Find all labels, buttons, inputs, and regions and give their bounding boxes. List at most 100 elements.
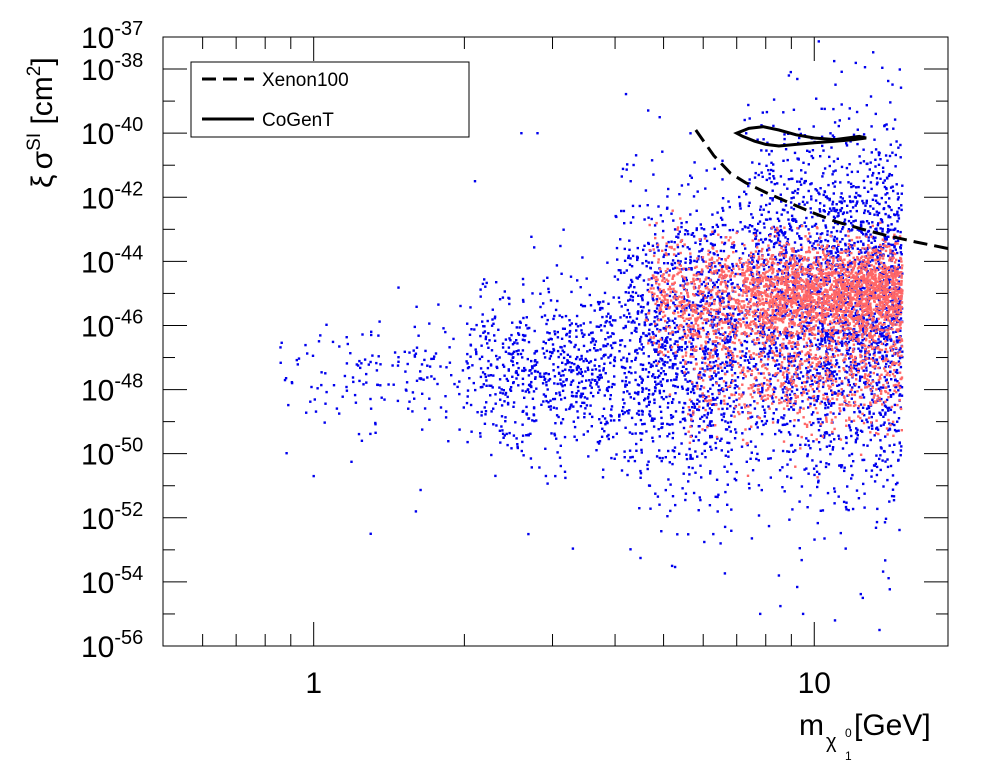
- data-point: [345, 336, 348, 339]
- data-point: [689, 261, 692, 265]
- data-point: [650, 341, 653, 344]
- data-point: [413, 355, 417, 358]
- data-point: [481, 282, 485, 286]
- data-point: [898, 528, 901, 532]
- data-point: [860, 230, 863, 233]
- data-point: [660, 396, 663, 399]
- data-point: [726, 312, 729, 316]
- data-point: [878, 351, 882, 354]
- data-point: [563, 470, 567, 473]
- data-point: [719, 388, 723, 392]
- data-point: [801, 273, 804, 276]
- data-point: [828, 433, 831, 437]
- data-point: [695, 265, 698, 268]
- data-point: [730, 462, 733, 466]
- data-point: [727, 292, 730, 296]
- data-point: [815, 189, 819, 192]
- data-point: [719, 304, 722, 307]
- data-point: [838, 349, 841, 352]
- data-point: [849, 182, 853, 185]
- data-point: [598, 440, 602, 443]
- data-point: [687, 313, 691, 316]
- data-point: [866, 444, 869, 447]
- data-point: [375, 361, 378, 365]
- data-point: [712, 332, 716, 336]
- data-point: [674, 410, 678, 413]
- data-point: [757, 252, 760, 255]
- data-point: [788, 222, 791, 225]
- data-point: [824, 332, 828, 335]
- data-point: [696, 271, 700, 274]
- data-point: [875, 473, 879, 477]
- data-point: [666, 304, 670, 307]
- data-point: [650, 217, 653, 221]
- data-point: [406, 362, 409, 366]
- data-point: [726, 370, 729, 373]
- data-point: [666, 321, 669, 324]
- data-point: [562, 350, 566, 354]
- data-point: [667, 317, 670, 320]
- data-point: [627, 459, 630, 463]
- data-point: [797, 260, 801, 263]
- data-point: [521, 440, 524, 444]
- data-point: [704, 187, 707, 190]
- data-point: [813, 403, 816, 407]
- data-point: [663, 253, 666, 256]
- data-point: [822, 327, 825, 330]
- data-point: [823, 434, 826, 437]
- data-point: [721, 206, 724, 210]
- data-point: [524, 368, 527, 372]
- data-point: [870, 151, 873, 154]
- data-point: [810, 396, 813, 400]
- data-point: [596, 349, 599, 352]
- data-point: [607, 385, 610, 389]
- data-point: [861, 430, 864, 433]
- data-point: [552, 317, 555, 321]
- data-point: [653, 386, 657, 389]
- data-point: [849, 210, 852, 213]
- data-point: [545, 399, 548, 403]
- data-point: [775, 241, 778, 244]
- data-point: [662, 363, 665, 366]
- data-point: [855, 202, 858, 205]
- data-point: [717, 367, 720, 370]
- data-point: [683, 233, 687, 236]
- data-point: [489, 394, 492, 397]
- data-point: [882, 423, 885, 426]
- data-point: [486, 319, 489, 323]
- data-point: [602, 355, 605, 358]
- data-point: [479, 435, 482, 438]
- data-point: [834, 83, 837, 86]
- data-point: [804, 325, 807, 328]
- data-point: [840, 466, 843, 469]
- data-point: [831, 370, 834, 374]
- data-point: [887, 229, 890, 233]
- data-point: [772, 313, 776, 317]
- data-point: [686, 246, 689, 249]
- data-point: [749, 457, 752, 460]
- data-point: [479, 386, 483, 389]
- data-point: [498, 386, 501, 389]
- data-point: [525, 434, 528, 437]
- data-point: [609, 419, 613, 422]
- data-point: [819, 187, 822, 190]
- data-point: [875, 342, 879, 345]
- data-point: [762, 208, 765, 211]
- data-point: [828, 207, 832, 210]
- data-point: [586, 366, 589, 369]
- data-point: [666, 206, 669, 209]
- data-point: [713, 270, 716, 273]
- data-point: [498, 378, 502, 381]
- data-point: [841, 344, 844, 347]
- data-point: [791, 325, 794, 329]
- data-point: [879, 158, 882, 161]
- data-point: [807, 472, 810, 475]
- data-point: [692, 273, 696, 277]
- data-point: [785, 331, 789, 334]
- data-point: [721, 159, 724, 162]
- data-point: [760, 372, 763, 375]
- data-point: [700, 452, 704, 455]
- data-point: [707, 276, 710, 280]
- data-point: [380, 396, 383, 399]
- data-point: [479, 334, 482, 338]
